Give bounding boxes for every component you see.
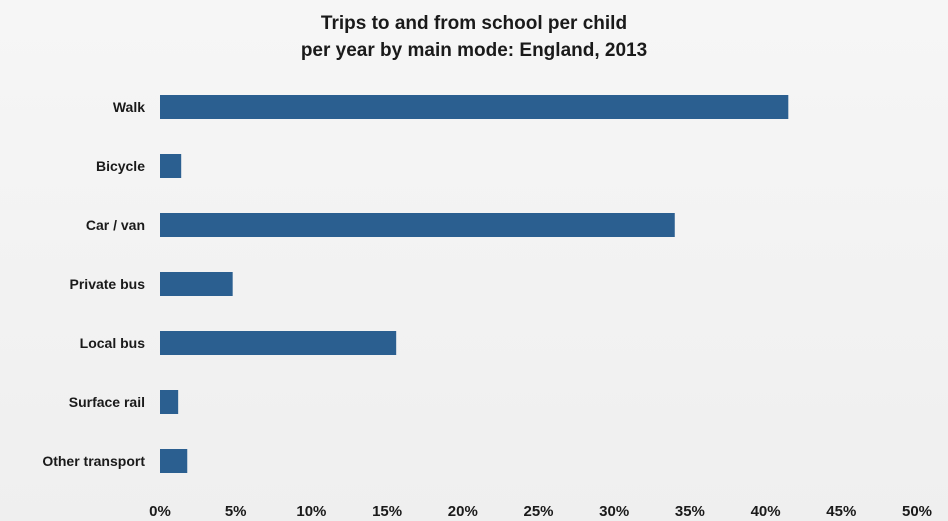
x-tick-label: 40% xyxy=(751,503,781,520)
bar-surface-rail xyxy=(160,390,179,414)
bar-local-bus xyxy=(160,331,397,355)
bar-bicycle xyxy=(160,154,182,178)
x-tick-label: 50% xyxy=(902,503,932,520)
x-tick-label: 35% xyxy=(675,503,705,520)
category-label-private-bus: Private bus xyxy=(70,276,146,292)
category-label-surface-rail: Surface rail xyxy=(69,394,145,410)
category-label-local-bus: Local bus xyxy=(80,335,146,351)
chart-title-line-2: per year by main mode: England, 2013 xyxy=(300,40,648,61)
x-tick-label: 45% xyxy=(826,503,856,520)
bar-car-van xyxy=(160,213,675,237)
x-tick-label: 25% xyxy=(523,503,553,520)
bar-private-bus xyxy=(160,272,233,296)
x-tick-label: 5% xyxy=(225,503,247,520)
x-tick-label: 10% xyxy=(296,503,326,520)
x-tick-label: 15% xyxy=(372,503,402,520)
bar-other-transport xyxy=(160,449,188,473)
chart-title: Trips to and from school per child per y… xyxy=(0,10,948,64)
chart-title-line-1: Trips to and from school per child xyxy=(320,13,628,34)
category-label-walk: Walk xyxy=(113,99,145,115)
x-tick-label: 0% xyxy=(149,503,171,520)
category-label-bicycle: Bicycle xyxy=(96,158,145,174)
x-tick-label: 20% xyxy=(448,503,478,520)
bar-walk xyxy=(160,95,789,119)
x-tick-label: 30% xyxy=(599,503,629,520)
category-label-other-transport: Other transport xyxy=(42,453,145,469)
category-label-car-van: Car / van xyxy=(86,217,145,233)
